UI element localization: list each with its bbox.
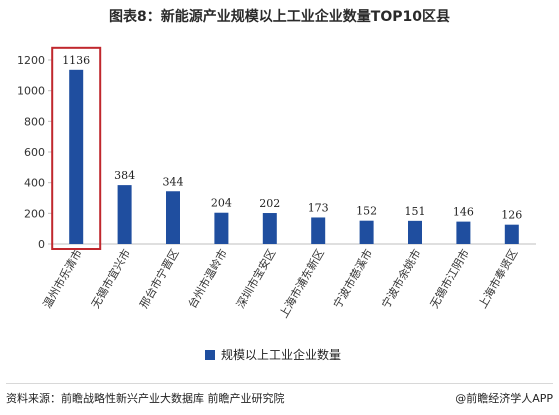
chart-title: 图表8：新能源产业规模以上工业企业数量TOP10区县 [109, 9, 450, 25]
bar [408, 220, 422, 244]
bar [69, 69, 84, 245]
brand-tag: @前瞻经济学人APP [455, 392, 553, 405]
data-label: 204 [211, 197, 232, 210]
data-label: 1136 [62, 54, 90, 67]
legend-swatch [205, 349, 215, 360]
x-tick-label: 邢台市宁晋区 [136, 247, 181, 311]
x-tick-label: 宁波市余姚市 [378, 247, 423, 311]
bar [214, 212, 229, 244]
x-tick-label: 无锡市宜兴市 [88, 247, 133, 311]
y-tick-label: 400 [24, 177, 45, 190]
x-tick-label: 宁波市慈溪市 [330, 247, 375, 311]
bar [456, 221, 471, 244]
data-label: 152 [356, 205, 377, 218]
bar [117, 185, 132, 244]
highlight-box [51, 46, 102, 250]
bar [311, 217, 326, 244]
legend-label: 规模以上工业企业数量 [221, 348, 342, 362]
bar [262, 213, 277, 244]
data-label: 146 [453, 206, 474, 219]
source-note: 资料来源：前瞻战略性新兴产业大数据库 前瞻产业研究院 [6, 392, 285, 405]
data-label: 151 [405, 205, 426, 218]
bar [359, 220, 374, 244]
y-tick-label: 1200 [17, 54, 45, 67]
bar [504, 224, 519, 244]
bar-chart: 0 200 400 600 800 1000 1200 1136 温州市乐清市 384 无锡市宜兴市… [17, 46, 536, 321]
bar [166, 191, 180, 244]
x-tick-label: 上海市奉贤区 [475, 247, 520, 311]
x-tick-label: 无锡市江阴市 [427, 247, 472, 311]
footer-divider [6, 383, 553, 384]
legend: 规模以上工业企业数量 [205, 346, 341, 363]
data-label: 344 [163, 175, 184, 188]
data-label: 173 [308, 201, 329, 214]
x-tick-label: 深圳市宝安区 [233, 247, 278, 311]
x-tick-label: 温州市乐清市 [40, 247, 85, 311]
data-label: 384 [114, 169, 135, 182]
x-tick-label: 台州市温岭市 [185, 247, 230, 311]
y-tick-label: 600 [24, 146, 45, 159]
data-label: 126 [501, 209, 522, 222]
y-tick-label: 0 [38, 238, 45, 251]
x-tick-label: 上海市浦东新区 [276, 247, 327, 321]
y-tick-label: 1000 [17, 85, 45, 98]
y-tick-label: 800 [24, 115, 45, 128]
data-label: 202 [259, 197, 280, 210]
y-tick-label: 200 [24, 207, 45, 220]
